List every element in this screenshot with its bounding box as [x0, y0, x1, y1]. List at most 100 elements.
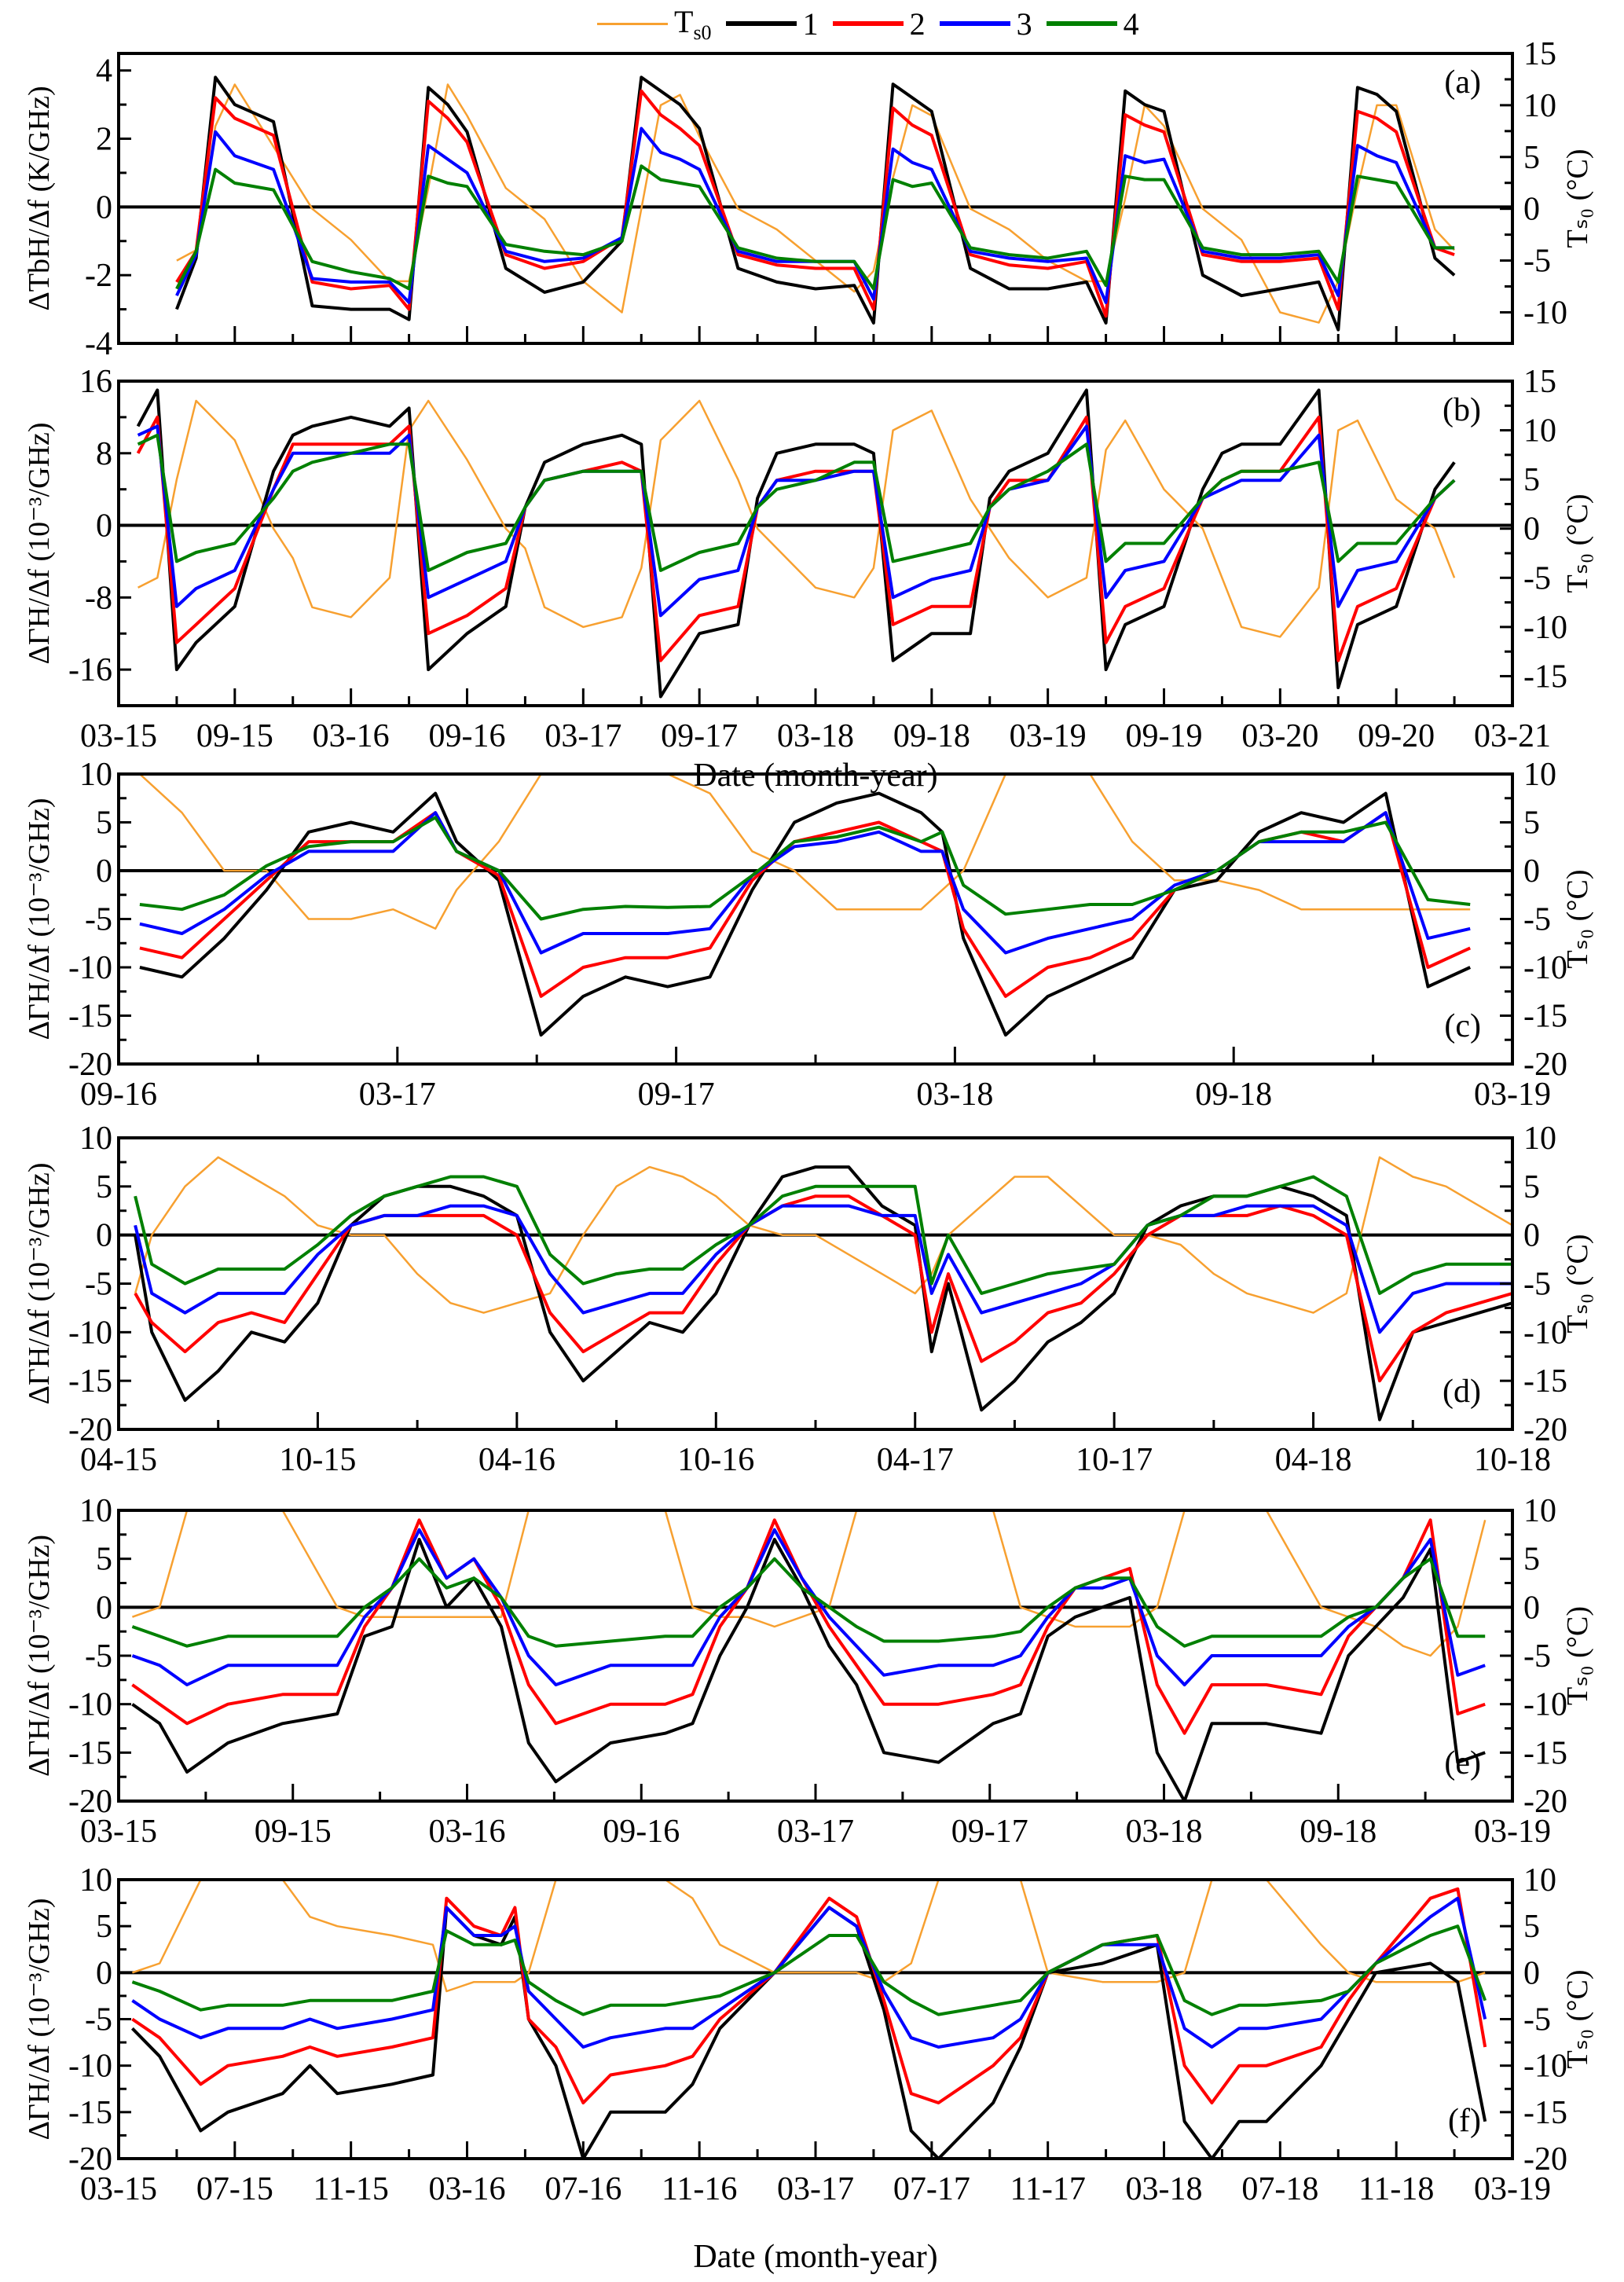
panel-label: (b) [1443, 392, 1481, 428]
y-tick-label: -10 [68, 2049, 112, 2085]
y-tick-label: -16 [68, 652, 112, 688]
legend-swatch [725, 21, 797, 26]
x-tick-label: 09-20 [1358, 718, 1435, 754]
x-tick-label: 09-18 [893, 718, 970, 754]
y2-axis-label: Tₛ₀ (°C) [1561, 494, 1594, 593]
y2-tick-label: -15 [1523, 999, 1567, 1035]
series-4-line [137, 433, 1456, 572]
y2-axis-label: Tₛ₀ (°C) [1561, 1235, 1594, 1334]
y-tick-label: 0 [96, 189, 112, 226]
series-ts0-line [139, 774, 1471, 930]
x-tick-label: 09-18 [1195, 1077, 1272, 1113]
x-tick-label: 09-15 [196, 718, 273, 754]
series-2-line [131, 1887, 1487, 2104]
series-ts0-line [137, 399, 1456, 638]
y2-tick-label: -10 [1523, 1687, 1567, 1723]
y2-tick-label: 5 [1523, 140, 1540, 176]
x-tick-label: 11-16 [662, 2171, 737, 2207]
y-axis-label: ΔΓH/Δf (10⁻³/GHz) [23, 1162, 56, 1404]
x-tick-label: 03-16 [313, 718, 390, 754]
x-tick-label: 03-16 [429, 2171, 506, 2207]
y2-tick-label: 5 [1523, 805, 1540, 842]
x-tick-label: 03-18 [916, 1077, 993, 1113]
y2-tick-label: 10 [1523, 1862, 1556, 1899]
x-tick-label: 03-18 [1126, 1814, 1203, 1850]
x-tick-label: 03-19 [1010, 718, 1087, 754]
y-tick-label: 10 [79, 1493, 112, 1529]
x-tick-label: 09-18 [1300, 1814, 1377, 1850]
plot-frame [117, 52, 1514, 345]
y-tick-label: -15 [68, 999, 112, 1035]
x-tick-label: 03-17 [777, 2171, 854, 2207]
legend-swatch [939, 21, 1010, 26]
y-tick-label: 5 [96, 1169, 112, 1205]
series-1-line [136, 388, 1456, 699]
x-tick-label: 03-17 [544, 718, 621, 754]
series-ts0-line [134, 1156, 1512, 1314]
y-tick-label: -2 [85, 258, 112, 294]
y-tick-label: -20 [68, 1047, 112, 1083]
y2-tick-label: -10 [1523, 610, 1567, 646]
y2-tick-label: 10 [1523, 1121, 1556, 1157]
y2-tick-label: 0 [1523, 1218, 1540, 1254]
y-tick-label: 0 [96, 853, 112, 890]
x-tick-label: 07-15 [196, 2171, 273, 2207]
y2-tick-label: 0 [1523, 1590, 1540, 1626]
x-tick-label: 03-19 [1474, 1814, 1551, 1850]
series-1-line [139, 791, 1472, 1037]
panel-e: -20 -15 -10 -5 0 5 10 -20 -15 -10 -5 0 5 10 03-15 09-15… [23, 1493, 1594, 1850]
y-tick-label: 2 [96, 122, 112, 158]
y2-tick-label: -15 [1523, 2095, 1567, 2131]
panel-label: (d) [1443, 1374, 1481, 1410]
y2-tick-label: -5 [1523, 2002, 1551, 2038]
y-tick-label: -5 [85, 902, 112, 938]
y2-axis-label: Tₛ₀ (°C) [1561, 870, 1594, 969]
x-tick-label: 09-16 [80, 1077, 157, 1113]
y2-tick-label: 0 [1523, 512, 1540, 548]
legend-item-s4: 4 [1046, 6, 1139, 42]
legend-swatch [597, 22, 668, 25]
x-tick-label: 04-15 [80, 1442, 157, 1478]
y-tick-label: 0 [96, 508, 112, 545]
x-tick-label: 03-17 [359, 1077, 436, 1113]
legend-label: 3 [1016, 6, 1032, 42]
x-tick-label: 03-15 [80, 2171, 157, 2207]
y-tick-label: -5 [85, 1267, 112, 1303]
y-tick-label: 5 [96, 1542, 112, 1578]
y2-tick-label: -20 [1523, 1047, 1567, 1083]
y2-tick-label: -5 [1523, 1638, 1551, 1675]
y2-tick-label: -5 [1523, 244, 1551, 280]
x-tick-label: 11-17 [1010, 2171, 1085, 2207]
y2-tick-label: -10 [1523, 950, 1567, 986]
y-tick-label: -10 [68, 950, 112, 986]
y2-tick-label: 10 [1523, 88, 1556, 124]
y-tick-label: 10 [79, 1862, 112, 1899]
legend-item-Ts0: Ts0 [597, 3, 712, 45]
y2-tick-label: 5 [1523, 1169, 1540, 1205]
y-axis-label: ΔΓH/Δf (10⁻³/GHz) [23, 1535, 56, 1777]
series-4-line [131, 1557, 1486, 1648]
y-tick-label: 8 [96, 436, 112, 472]
series-4-line [131, 1924, 1487, 2016]
y-axis-label: ΔΓH/Δf (10⁻³/GHz) [23, 798, 56, 1040]
legend-label: 1 [802, 6, 819, 42]
x-tick-label: 03-16 [429, 1814, 506, 1850]
series-ts0-line [131, 1510, 1487, 1657]
panel-f: -20 -15 -10 -5 0 5 10 -20 -15 -10 -5 0 5 10 03-15 07-15… [23, 1862, 1594, 2275]
series-2-line [175, 89, 1455, 318]
legend: Ts0 1 2 3 4 [597, 0, 1139, 47]
panel-label: (a) [1444, 64, 1481, 101]
y-tick-label: -8 [85, 580, 112, 616]
y2-tick-label: -20 [1523, 1784, 1567, 1820]
y2-tick-label: -10 [1523, 2049, 1567, 2085]
legend-label: 4 [1123, 6, 1139, 42]
y-axis-label: ΔΓH/Δf (10⁻³/GHz) [23, 1898, 56, 2140]
series-4-line [139, 816, 1471, 921]
series-3-line [134, 1204, 1512, 1334]
y-tick-label: 16 [79, 364, 112, 400]
y2-tick-label: 5 [1523, 1542, 1540, 1578]
y-tick-label: 4 [96, 53, 112, 90]
panel-d: -20 -15 -10 -5 0 5 10 -20 -15 -10 -5 0 5 10 04-15 10-15… [23, 1121, 1594, 1478]
y2-tick-label: 0 [1523, 192, 1540, 228]
